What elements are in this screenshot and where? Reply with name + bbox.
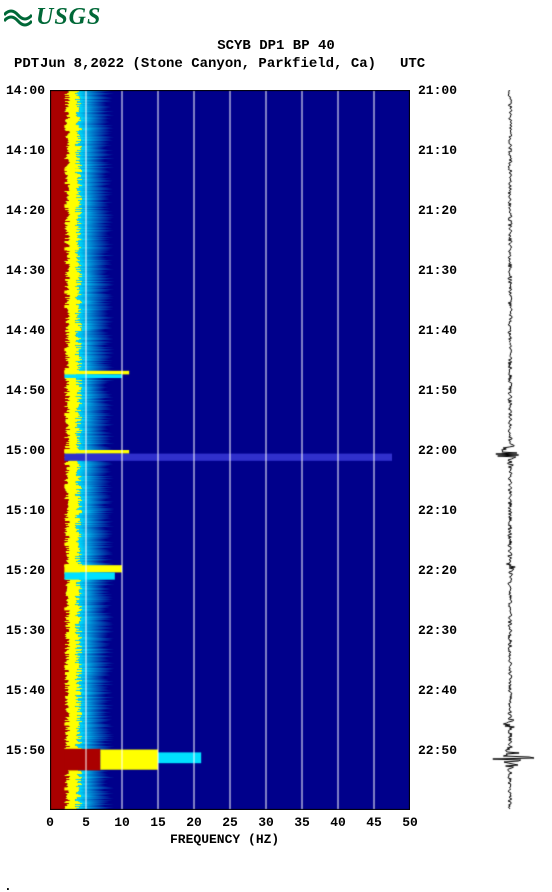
x-tick: 45 [364, 816, 384, 829]
y-tick-right: 21:50 [418, 384, 457, 397]
chart-subtitle: Jun 8,2022 (Stone Canyon, Parkfield, Ca) [40, 56, 380, 72]
pdt-label: PDT [14, 56, 39, 72]
y-tick-left: 15:10 [5, 504, 45, 517]
x-tick: 20 [184, 816, 204, 829]
page-root: USGS SCYB DP1 BP 40 PDT Jun 8,2022 (Ston… [0, 0, 552, 892]
spectrogram-canvas [50, 90, 410, 810]
usgs-logo: USGS [4, 4, 101, 31]
wave-icon [4, 9, 32, 27]
y-tick-right: 22:00 [418, 444, 457, 457]
y-tick-left: 15:00 [5, 444, 45, 457]
chart-title: SCYB DP1 BP 40 [0, 38, 552, 54]
y-tick-left: 14:30 [5, 264, 45, 277]
x-tick: 25 [220, 816, 240, 829]
x-tick: 15 [148, 816, 168, 829]
y-tick-right: 22:30 [418, 624, 457, 637]
y-tick-left: 14:10 [5, 144, 45, 157]
x-tick: 5 [76, 816, 96, 829]
y-tick-right: 21:30 [418, 264, 457, 277]
seismogram-canvas [480, 90, 540, 810]
y-tick-left: 15:40 [5, 684, 45, 697]
y-tick-left: 15:20 [5, 564, 45, 577]
x-tick: 50 [400, 816, 420, 829]
x-tick: 0 [40, 816, 60, 829]
logo-text: USGS [36, 4, 101, 31]
y-tick-right: 22:40 [418, 684, 457, 697]
y-tick-right: 22:20 [418, 564, 457, 577]
y-tick-right: 22:10 [418, 504, 457, 517]
y-tick-right: 22:50 [418, 744, 457, 757]
y-tick-right: 21:10 [418, 144, 457, 157]
x-tick: 40 [328, 816, 348, 829]
x-tick: 30 [256, 816, 276, 829]
x-tick: 35 [292, 816, 312, 829]
footnote: . [4, 880, 12, 892]
y-tick-left: 14:00 [5, 84, 45, 97]
y-tick-left: 14:40 [5, 324, 45, 337]
y-tick-left: 14:20 [5, 204, 45, 217]
x-axis-label: FREQUENCY (HZ) [170, 832, 279, 847]
y-tick-left: 14:50 [5, 384, 45, 397]
y-tick-left: 15:30 [5, 624, 45, 637]
y-tick-left: 15:50 [5, 744, 45, 757]
x-tick: 10 [112, 816, 132, 829]
y-tick-right: 21:20 [418, 204, 457, 217]
y-tick-right: 21:00 [418, 84, 457, 97]
y-tick-right: 21:40 [418, 324, 457, 337]
utc-label: UTC [400, 56, 425, 72]
